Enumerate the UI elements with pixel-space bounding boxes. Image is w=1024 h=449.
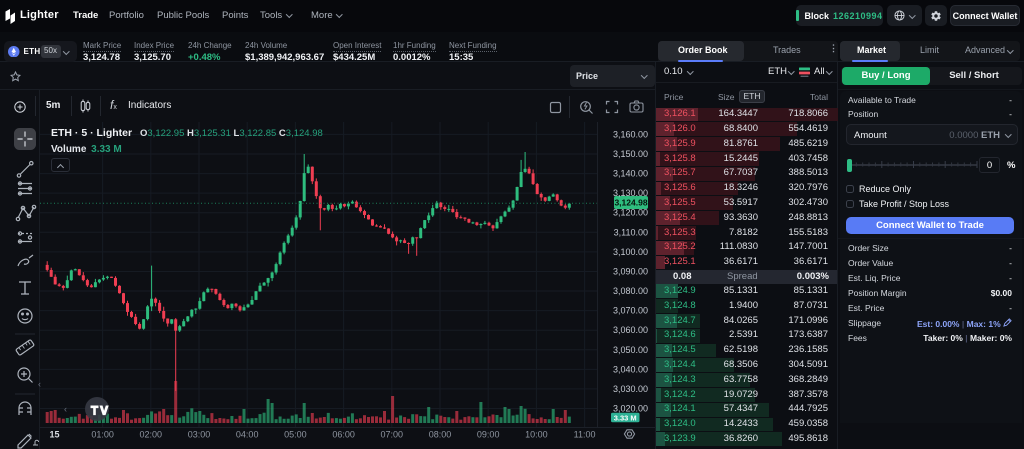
svg-text:02:00: 02:00 bbox=[140, 430, 163, 440]
svg-text:15: 15 bbox=[49, 430, 59, 440]
svg-text:01:00: 01:00 bbox=[91, 430, 114, 440]
svg-text:3,110.00: 3,110.00 bbox=[614, 227, 648, 237]
svg-text:3,060.00: 3,060.00 bbox=[613, 325, 648, 335]
svg-text:03:00: 03:00 bbox=[188, 430, 211, 440]
svg-text:05:00: 05:00 bbox=[284, 430, 307, 440]
svg-text:3,090.00: 3,090.00 bbox=[613, 267, 648, 277]
svg-text:09:00: 09:00 bbox=[477, 430, 500, 440]
svg-text:3,050.00: 3,050.00 bbox=[613, 345, 648, 355]
svg-text:3,150.00: 3,150.00 bbox=[613, 149, 648, 159]
svg-text:11:00: 11:00 bbox=[574, 430, 596, 440]
svg-text:3,160.00: 3,160.00 bbox=[613, 129, 648, 139]
svg-text:08:00: 08:00 bbox=[429, 430, 452, 440]
svg-text:3,140.00: 3,140.00 bbox=[613, 169, 648, 179]
svg-text:3,030.00: 3,030.00 bbox=[613, 384, 648, 394]
svg-text:3,020.00: 3,020.00 bbox=[613, 404, 648, 414]
svg-text:3,100.00: 3,100.00 bbox=[613, 247, 648, 257]
svg-text:3,130.00: 3,130.00 bbox=[613, 188, 648, 198]
svg-text:‹: ‹ bbox=[64, 404, 67, 414]
svg-text:3,120.00: 3,120.00 bbox=[613, 208, 648, 218]
svg-text:06:00: 06:00 bbox=[332, 430, 355, 440]
svg-text:3.33 M: 3.33 M bbox=[614, 413, 637, 422]
svg-text:10:00: 10:00 bbox=[525, 430, 548, 440]
svg-text:04:00: 04:00 bbox=[236, 430, 259, 440]
svg-text:3,040.00: 3,040.00 bbox=[613, 364, 648, 374]
svg-text:3,080.00: 3,080.00 bbox=[613, 286, 648, 296]
svg-text:3,070.00: 3,070.00 bbox=[613, 306, 648, 316]
svg-text:3,124.98: 3,124.98 bbox=[614, 198, 647, 208]
svg-text:07:00: 07:00 bbox=[381, 430, 404, 440]
